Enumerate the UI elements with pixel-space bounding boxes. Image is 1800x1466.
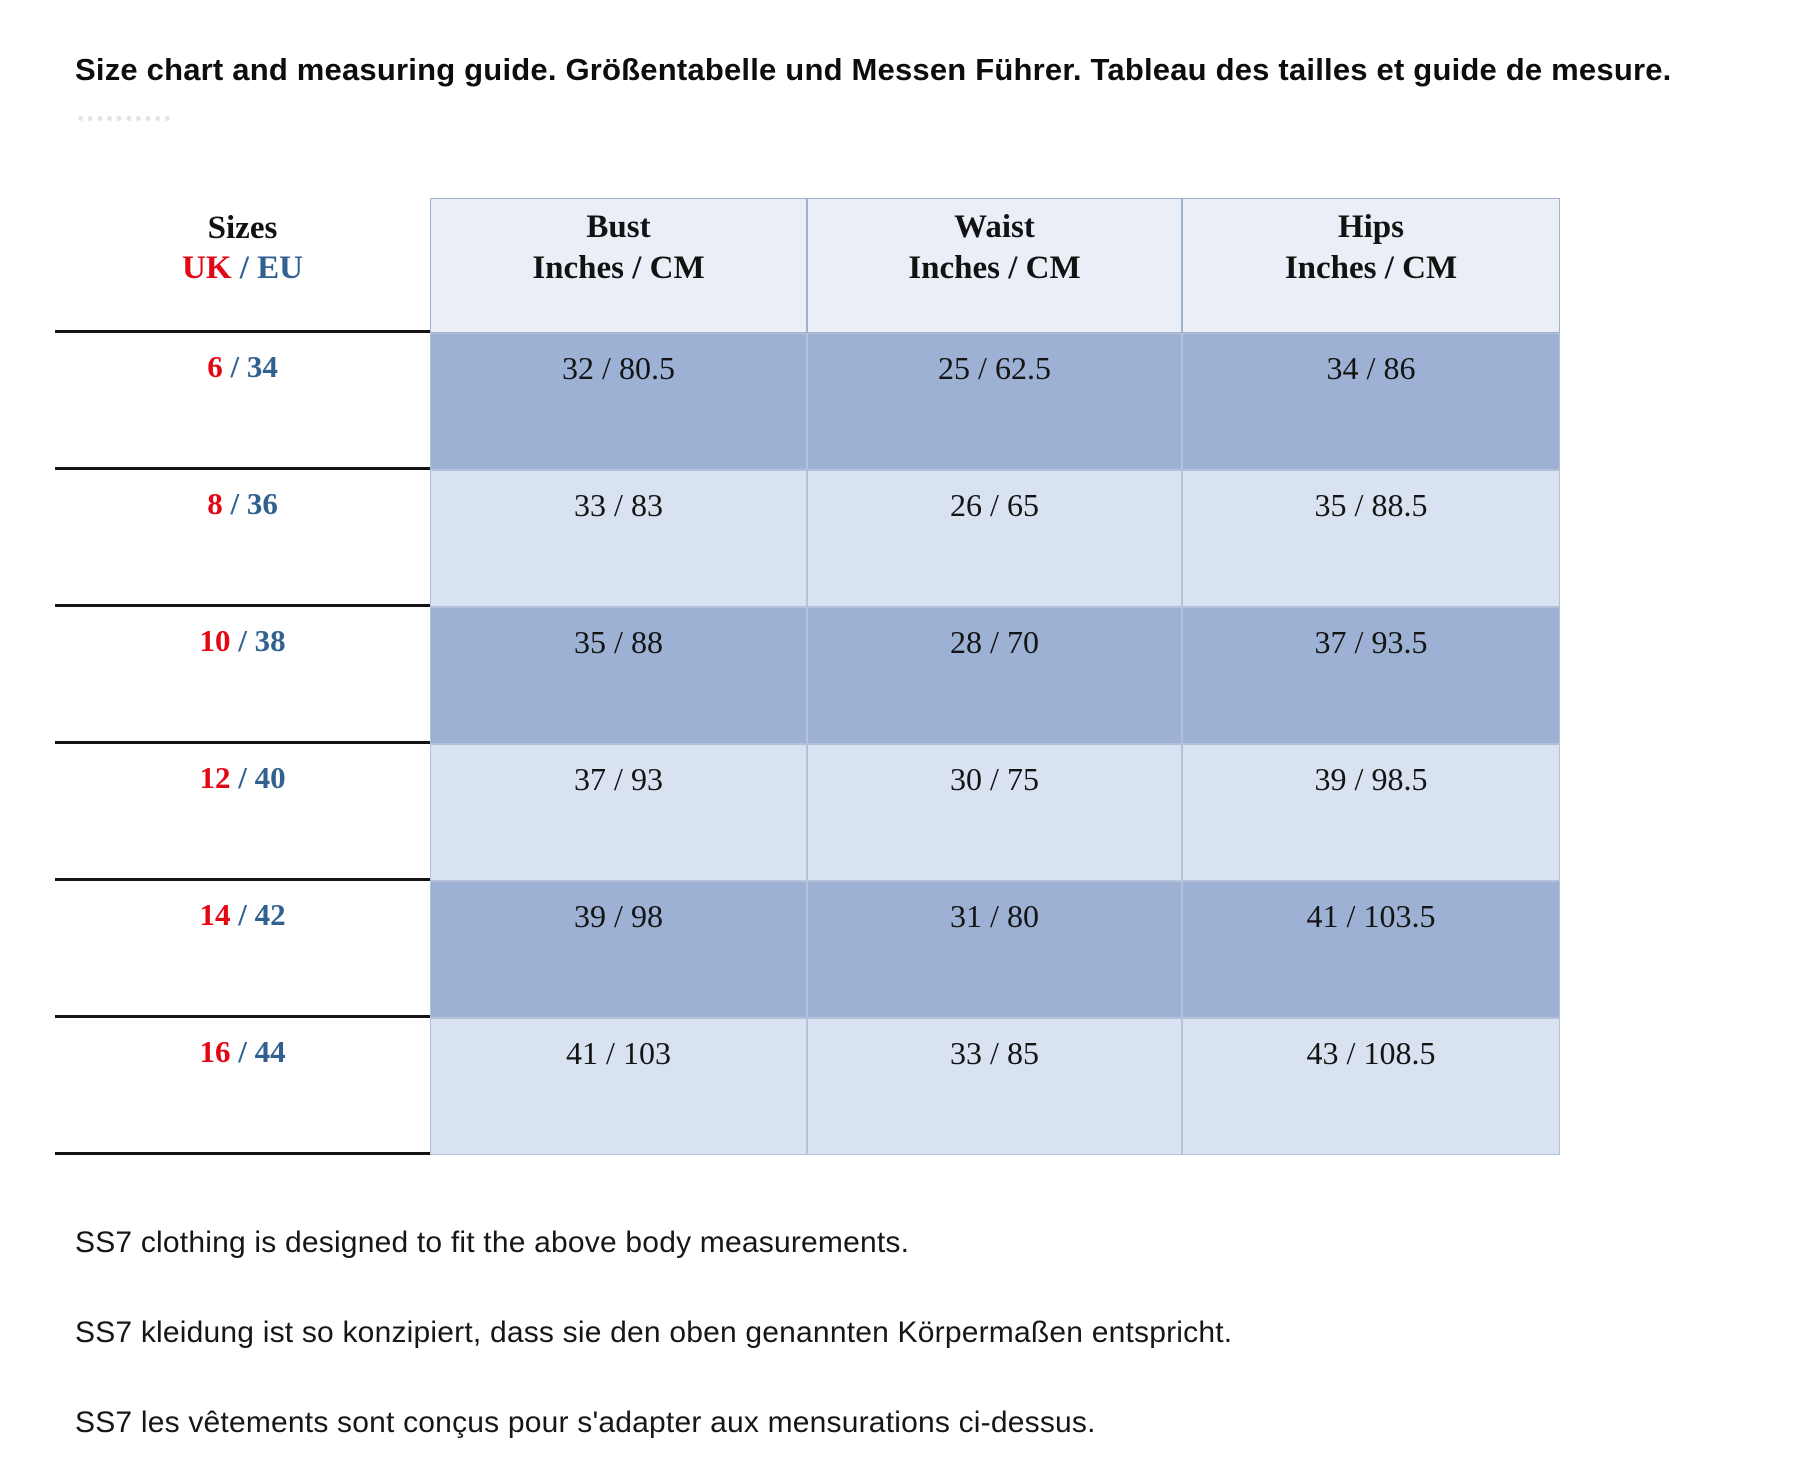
bust-cell: 35 / 88 <box>430 607 807 744</box>
sizes-header-title: Sizes <box>207 210 278 246</box>
hips-cell: 43 / 108.5 <box>1182 1018 1560 1155</box>
waist-cell: 25 / 62.5 <box>807 333 1182 470</box>
size-cell: 6 / 34 <box>55 333 430 470</box>
footer-note-french: SS7 les vêtements sont conçus pour s'ada… <box>75 1406 1096 1439</box>
size-cell: 10 / 38 <box>55 607 430 744</box>
size-cell: 8 / 36 <box>55 470 430 607</box>
eu-size: 34 <box>246 349 278 384</box>
bust-header-label: Bust <box>586 209 651 245</box>
bust-cell: 41 / 103 <box>430 1018 807 1155</box>
waist-cell: 33 / 85 <box>807 1018 1182 1155</box>
decorative-dots <box>78 116 170 121</box>
eu-size: 36 <box>246 486 278 521</box>
waist-cell: 30 / 75 <box>807 744 1182 881</box>
footer-note-english: SS7 clothing is designed to fit the abov… <box>75 1226 910 1259</box>
bust-cell: 39 / 98 <box>430 881 807 1018</box>
eu-size: 38 <box>254 623 286 658</box>
bust-cell: 37 / 93 <box>430 744 807 881</box>
eu-size: 44 <box>254 1034 286 1069</box>
header-cell-hips: Hips Inches / CM <box>1182 198 1560 333</box>
bust-header-units: Inches / CM <box>532 250 705 287</box>
page-title: Size chart and measuring guide. Größenta… <box>75 52 1672 87</box>
size-cell: 12 / 40 <box>55 744 430 881</box>
size-separator: / <box>230 1034 255 1069</box>
uk-label: UK <box>181 250 232 287</box>
waist-cell: 31 / 80 <box>807 881 1182 1018</box>
size-separator: / <box>222 349 247 384</box>
header-cell-waist: Waist Inches / CM <box>807 198 1182 333</box>
uk-size: 6 <box>207 349 223 384</box>
hips-cell: 39 / 98.5 <box>1182 744 1560 881</box>
size-separator: / <box>231 250 258 287</box>
size-separator: / <box>230 623 255 658</box>
bust-cell: 33 / 83 <box>430 470 807 607</box>
size-separator: / <box>222 486 247 521</box>
hips-cell: 34 / 86 <box>1182 333 1560 470</box>
uk-size: 16 <box>199 1034 231 1069</box>
uk-size: 12 <box>199 760 231 795</box>
hips-cell: 37 / 93.5 <box>1182 607 1560 744</box>
footer-note-german: SS7 kleidung ist so konzipiert, dass sie… <box>75 1316 1233 1349</box>
hips-header-units: Inches / CM <box>1284 250 1458 287</box>
size-separator: / <box>230 897 255 932</box>
size-chart-table: Sizes UK / EU Bust Inches / CM Waist Inches… <box>55 198 1560 1155</box>
waist-header-units: Inches / CM <box>908 250 1081 287</box>
waist-header-label: Waist <box>954 209 1035 245</box>
eu-size: 42 <box>254 897 286 932</box>
header-cell-sizes: Sizes UK / EU <box>55 198 430 333</box>
eu-size: 40 <box>254 760 286 795</box>
uk-size: 14 <box>199 897 231 932</box>
uk-size: 8 <box>207 486 223 521</box>
waist-cell: 26 / 65 <box>807 470 1182 607</box>
waist-cell: 28 / 70 <box>807 607 1182 744</box>
size-cell: 16 / 44 <box>55 1018 430 1155</box>
size-cell: 14 / 42 <box>55 881 430 1018</box>
uk-size: 10 <box>199 623 231 658</box>
header-cell-bust: Bust Inches / CM <box>430 198 807 333</box>
hips-header-label: Hips <box>1337 209 1405 245</box>
hips-cell: 35 / 88.5 <box>1182 470 1560 607</box>
eu-label: EU <box>257 250 303 287</box>
bust-cell: 32 / 80.5 <box>430 333 807 470</box>
hips-cell: 41 / 103.5 <box>1182 881 1560 1018</box>
size-separator: / <box>230 760 255 795</box>
